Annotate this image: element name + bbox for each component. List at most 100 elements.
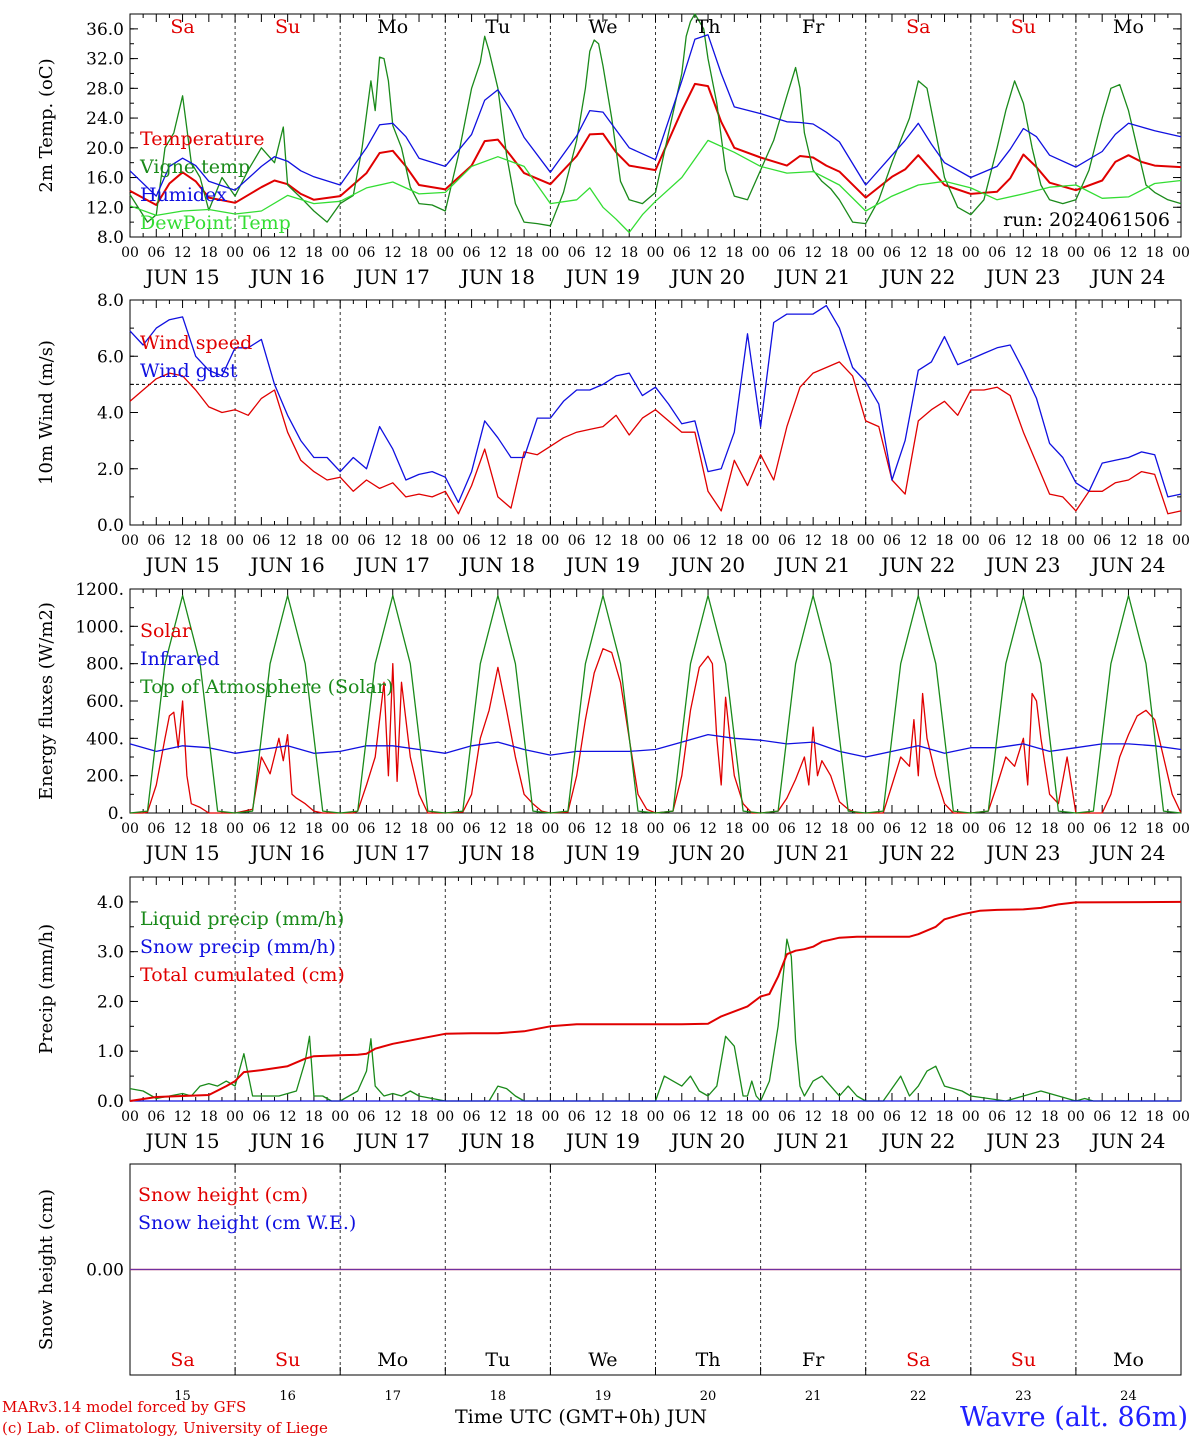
hour-tick-label: 12 — [1014, 245, 1032, 261]
weekday-label: Mo — [1113, 1349, 1144, 1371]
hour-tick-label: 12 — [279, 245, 297, 261]
date-label: JUN 19 — [564, 265, 640, 289]
hour-tick-label: 18 — [831, 1109, 849, 1125]
date-label: JUN 20 — [669, 553, 745, 577]
hour-tick-label: 00 — [436, 821, 454, 837]
hour-tick-label: 18 — [725, 533, 743, 549]
weekday-label: Fr — [802, 16, 825, 38]
date-label: JUN 20 — [669, 1129, 745, 1153]
date-label: JUN 16 — [249, 1129, 325, 1153]
legend-entry: Snow precip (mm/h) — [140, 936, 336, 958]
y-tick-label: 400. — [86, 729, 124, 749]
weekday-label: Mo — [1113, 16, 1144, 38]
date-label: JUN 15 — [143, 841, 219, 865]
hour-tick-label: 00 — [857, 533, 875, 549]
y-tick-label: 1.0 — [97, 1042, 124, 1062]
date-label: JUN 17 — [354, 265, 430, 289]
hour-tick-label: 12 — [174, 245, 192, 261]
date-label: JUN 21 — [774, 265, 850, 289]
hour-tick-label: 00 — [752, 533, 770, 549]
hour-tick-label: 12 — [489, 1109, 507, 1125]
hour-tick-label: 12 — [384, 821, 402, 837]
hour-tick-label: 18 — [1041, 1109, 1059, 1125]
hour-tick-label: 06 — [883, 821, 901, 837]
hour-tick-label: 12 — [1120, 1109, 1138, 1125]
hour-tick-label: 18 — [936, 533, 954, 549]
hour-tick-label: 18 — [620, 245, 638, 261]
hour-tick-label: 12 — [594, 1109, 612, 1125]
hour-tick-label: 06 — [778, 821, 796, 837]
legend-entry: Top of Atmosphere (Solar) — [140, 676, 393, 698]
hour-tick-label: 00 — [752, 1109, 770, 1125]
hour-tick-label: 00 — [647, 245, 665, 261]
hour-tick-label: 00 — [226, 821, 244, 837]
hour-tick-label: 06 — [358, 1109, 376, 1125]
y-tick-label: 800. — [86, 655, 124, 675]
hour-tick-label: 06 — [568, 1109, 586, 1125]
y-tick-label: 36.0 — [86, 20, 124, 40]
y-tick-label: 600. — [86, 692, 124, 712]
date-label: JUN 15 — [143, 553, 219, 577]
hour-tick-label: 00 — [121, 821, 139, 837]
y-tick-label: 2.0 — [97, 992, 124, 1012]
day-number-label: 15 — [174, 1389, 191, 1404]
series-line-infrared — [129, 733, 1182, 758]
hour-tick-label: 00 — [1067, 533, 1085, 549]
hour-tick-label: 18 — [305, 821, 323, 837]
weekday-label: We — [588, 1349, 617, 1371]
hour-tick-label: 06 — [883, 1109, 901, 1125]
legend-entry: Temperature — [140, 128, 264, 150]
hour-tick-label: 00 — [647, 533, 665, 549]
hour-tick-label: 00 — [331, 821, 349, 837]
hour-tick-label: 12 — [699, 821, 717, 837]
y-tick-label: 0.00 — [86, 1261, 124, 1281]
hour-tick-label: 12 — [699, 245, 717, 261]
hour-tick-label: 00 — [962, 821, 980, 837]
energy-panel: 0. 200. 400. 600. 800. 1000. 1200. Energy fluxe… — [36, 580, 1190, 865]
date-label: JUN 21 — [774, 553, 850, 577]
hour-tick-label: 06 — [1093, 533, 1111, 549]
weekday-label: Mo — [377, 1349, 408, 1371]
hour-tick-label: 00 — [331, 245, 349, 261]
hour-tick-label: 06 — [673, 821, 691, 837]
date-label: JUN 22 — [879, 1129, 955, 1153]
energy-y-axis-label: Energy fluxes (W/m2) — [36, 602, 57, 800]
hour-tick-label: 06 — [673, 245, 691, 261]
hour-tick-label: 00 — [752, 245, 770, 261]
hour-tick-label: 06 — [1093, 1109, 1111, 1125]
y-tick-label: 16.0 — [86, 169, 124, 189]
legend-entry: Wind speed — [140, 332, 252, 354]
hour-tick-label: 18 — [1041, 245, 1059, 261]
hour-tick-label: 18 — [936, 245, 954, 261]
hour-tick-label: 00 — [436, 1109, 454, 1125]
day-number-label: 20 — [700, 1389, 717, 1404]
weekday-label: Sa — [906, 16, 930, 38]
weekday-label: Sa — [170, 16, 194, 38]
day-number-label: 21 — [805, 1389, 822, 1404]
y-tick-label: 2.0 — [97, 460, 124, 480]
hour-tick-label: 18 — [305, 1109, 323, 1125]
hour-tick-label: 06 — [463, 245, 481, 261]
hour-tick-label: 18 — [200, 245, 218, 261]
date-label: JUN 19 — [564, 841, 640, 865]
hour-tick-label: 06 — [147, 245, 165, 261]
hour-tick-label: 12 — [804, 1109, 822, 1125]
y-tick-label: 4.0 — [97, 893, 124, 913]
hour-tick-label: 18 — [305, 533, 323, 549]
hour-tick-label: 00 — [541, 1109, 559, 1125]
hour-tick-label: 18 — [1146, 245, 1164, 261]
date-label: JUN 17 — [354, 841, 430, 865]
hour-tick-label: 00 — [1067, 821, 1085, 837]
y-tick-label: 1200. — [75, 580, 124, 600]
weekday-label: Su — [1011, 16, 1036, 38]
hour-tick-label: 18 — [515, 821, 533, 837]
day-number-label: 17 — [384, 1389, 401, 1404]
hour-tick-label: 06 — [147, 533, 165, 549]
hour-tick-label: 18 — [936, 1109, 954, 1125]
hour-tick-label: 18 — [620, 1109, 638, 1125]
weekday-label: Tu — [485, 1349, 510, 1371]
date-label: JUN 23 — [984, 841, 1060, 865]
date-label: JUN 16 — [249, 841, 325, 865]
legend-entry: Humidex — [140, 184, 227, 206]
hour-tick-label: 12 — [489, 533, 507, 549]
